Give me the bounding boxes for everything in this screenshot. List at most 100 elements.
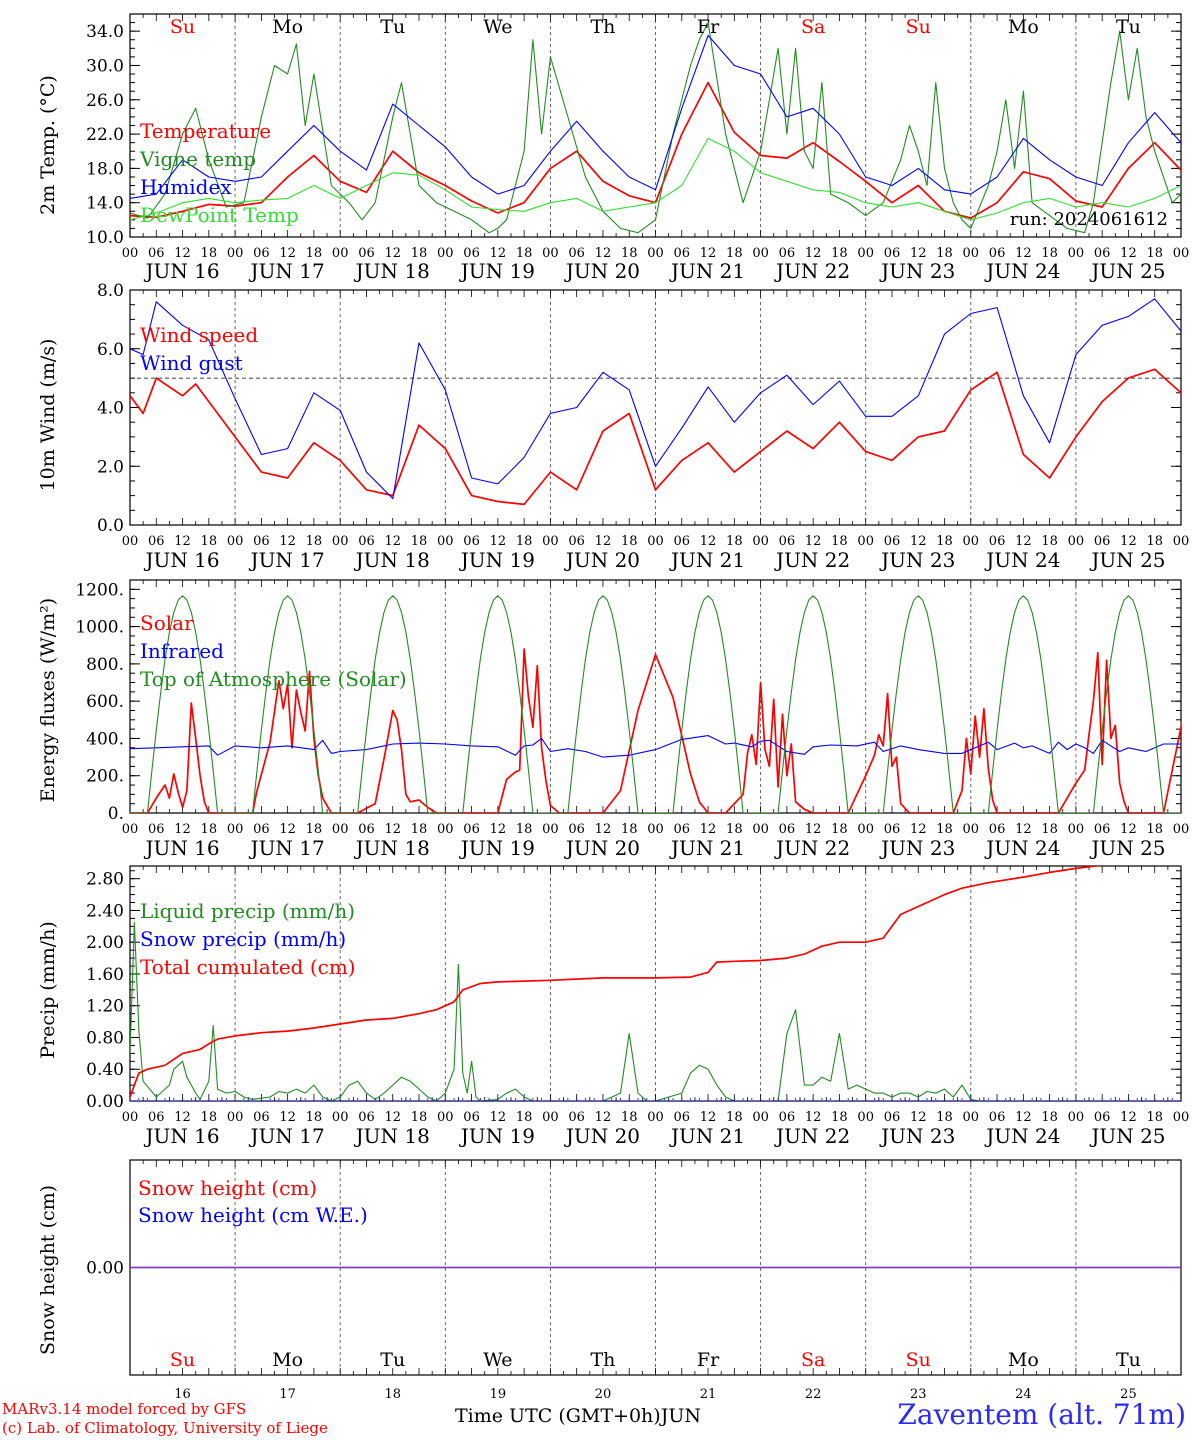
day-name: Mo [272, 1349, 303, 1371]
panel-3: 0. 200. 400. 600. 800. 1000. 1200. Energy fluxe… [37, 579, 1189, 860]
day-name: We [483, 1349, 512, 1371]
date-label: JUN 17 [249, 259, 325, 283]
hour-tick-label: 12 [174, 1110, 191, 1125]
date-label: JUN 16 [143, 836, 219, 860]
hour-tick-label: 18 [726, 822, 743, 837]
day-number: 20 [595, 1387, 612, 1402]
hour-tick-label: 00 [227, 822, 244, 837]
series-line [130, 866, 1104, 1098]
date-label: JUN 20 [564, 548, 640, 572]
hour-tick-label: 18 [831, 246, 848, 261]
hour-tick-label: 18 [726, 1110, 743, 1125]
series-line [130, 81, 1181, 219]
plot-area [130, 22, 1181, 234]
hour-tick-label: 12 [279, 534, 296, 549]
date-label: JUN 18 [354, 1124, 430, 1148]
x-axis-month: JUN [660, 1405, 701, 1427]
hour-tick-label: 18 [201, 246, 218, 261]
hour-tick-label: 12 [700, 1110, 717, 1125]
hour-tick-label: 00 [647, 534, 664, 549]
hour-tick-label: 12 [595, 822, 612, 837]
hour-tick-label: 06 [1094, 246, 1111, 261]
hour-tick-label: 12 [174, 534, 191, 549]
day-name: Mo [272, 16, 303, 38]
date-label: JUN 25 [1089, 1124, 1165, 1148]
hour-tick-label: 06 [989, 1110, 1006, 1125]
y-tick-label: 0.40 [86, 1060, 124, 1080]
y-tick-label: 0.00 [86, 1259, 124, 1279]
hour-tick-label: 18 [936, 246, 953, 261]
hour-tick-label: 06 [1094, 1110, 1111, 1125]
series-line [130, 735, 1181, 758]
date-label: JUN 21 [669, 259, 745, 283]
date-label: JUN 25 [1089, 548, 1165, 572]
hour-tick-label: 06 [148, 246, 165, 261]
hour-tick-label: 00 [227, 1110, 244, 1125]
y-axis-label: 2m Temp. (°C) [37, 75, 59, 215]
hour-tick-label: 12 [1120, 534, 1137, 549]
series-line [130, 595, 1181, 813]
hour-tick-label: 12 [910, 822, 927, 837]
hour-tick-label: 12 [1015, 534, 1032, 549]
legend-entry: Snow precip (mm/h) [140, 927, 346, 951]
hour-tick-label: 06 [779, 1110, 796, 1125]
hour-tick-label: 06 [148, 534, 165, 549]
date-label: JUN 23 [879, 259, 955, 283]
legend-entry: Solar [140, 611, 194, 635]
hour-tick-label: 00 [437, 1110, 454, 1125]
hour-tick-label: 18 [1146, 822, 1163, 837]
hour-tick-label: 00 [332, 1110, 349, 1125]
day-number: 23 [910, 1387, 927, 1402]
hour-tick-label: 12 [174, 246, 191, 261]
panel-1: 10.0 14.0 18.0 22.0 26.0 30.0 34.0 2m Temp. (°C… [37, 13, 1189, 283]
hour-tick-label: 06 [568, 822, 585, 837]
day-number: 25 [1120, 1387, 1137, 1402]
day-number: 19 [490, 1387, 507, 1402]
date-label: JUN 22 [774, 259, 850, 283]
hour-tick-label: 18 [936, 822, 953, 837]
hour-tick-label: 00 [647, 246, 664, 261]
day-number: 18 [384, 1387, 401, 1402]
hour-tick-label: 00 [1068, 534, 1085, 549]
y-axis-label: 10m Wind (m/s) [37, 339, 59, 492]
hour-tick-label: 12 [805, 534, 822, 549]
y-tick-label: 0.00 [86, 1092, 124, 1112]
day-name: Sa [801, 1349, 825, 1371]
hour-tick-label: 00 [122, 822, 139, 837]
plot-area [130, 298, 1181, 506]
series-line [130, 298, 1181, 500]
date-label: JUN 17 [249, 836, 325, 860]
y-tick-label: 1200. [75, 580, 124, 600]
hour-tick-label: 12 [384, 534, 401, 549]
run-label: run: 2024061612 [1010, 209, 1168, 230]
hour-tick-label: 00 [963, 822, 980, 837]
hour-tick-label: 18 [201, 1110, 218, 1125]
hour-tick-label: 06 [253, 246, 270, 261]
hour-tick-label: 00 [437, 246, 454, 261]
y-tick-label: 1000. [75, 618, 124, 638]
hour-tick-label: 00 [332, 246, 349, 261]
hour-tick-label: 18 [306, 246, 323, 261]
day-name: Tu [1116, 16, 1141, 38]
hour-tick-label: 00 [122, 534, 139, 549]
hour-tick-label: 12 [700, 246, 717, 261]
hour-tick-label: 18 [1041, 822, 1058, 837]
date-label: JUN 20 [564, 1124, 640, 1148]
hour-tick-label: 12 [490, 534, 507, 549]
hour-tick-label: 18 [1146, 534, 1163, 549]
series-line [130, 921, 1181, 1101]
day-number: 22 [805, 1387, 822, 1402]
y-tick-label: 200. [86, 767, 124, 787]
hour-tick-label: 12 [595, 246, 612, 261]
y-tick-label: 2.00 [86, 933, 124, 953]
series-line [130, 34, 1181, 199]
hour-tick-label: 18 [516, 822, 533, 837]
panel-4: 0.00 0.40 0.80 1.20 1.60 2.00 2.40 2.80 Precip (… [37, 865, 1189, 1148]
hour-tick-label: 18 [621, 246, 638, 261]
hour-tick-label: 06 [463, 822, 480, 837]
hour-tick-label: 12 [1015, 246, 1032, 261]
date-label: JUN 20 [564, 259, 640, 283]
legend-entry: Wind speed [140, 323, 258, 347]
date-label: JUN 19 [459, 548, 535, 572]
hour-tick-label: 18 [621, 1110, 638, 1125]
